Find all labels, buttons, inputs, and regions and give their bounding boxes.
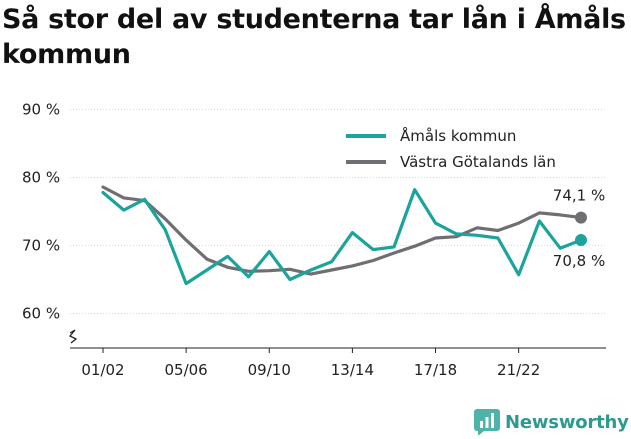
- x-tick-label: 05/06: [165, 361, 208, 379]
- x-tick-label: 01/02: [81, 361, 124, 379]
- y-tick-label: 90 %: [22, 101, 60, 119]
- legend-label: Västra Götalands län: [400, 153, 556, 171]
- y-tick-label: 80 %: [22, 169, 60, 187]
- data-label: 70,8 %: [553, 252, 605, 270]
- axis-break-icon: [68, 329, 78, 344]
- x-tick-label: 13/14: [331, 361, 374, 379]
- x-tick-label: 09/10: [248, 361, 291, 379]
- x-tick-label: 17/18: [414, 361, 457, 379]
- series-end-point: [575, 234, 587, 247]
- y-tick-label: 60 %: [22, 305, 60, 323]
- y-tick-label: 70 %: [22, 237, 60, 255]
- series-end-point: [575, 211, 587, 224]
- series-line: [101, 188, 583, 286]
- data-label: 74,1 %: [553, 187, 605, 205]
- newsworthy-logo-icon: [474, 409, 500, 435]
- chart-title: Så stor del av studenterna tar lån i Åmå…: [2, 4, 626, 70]
- x-tick-label: 21/22: [497, 361, 540, 379]
- newsworthy-brand: Newsworthy: [505, 411, 629, 433]
- newsworthy-logo: Newsworthy: [474, 405, 629, 439]
- legend-label: Åmåls kommun: [400, 126, 516, 145]
- legend-background: [338, 119, 588, 177]
- series-line: [101, 185, 583, 276]
